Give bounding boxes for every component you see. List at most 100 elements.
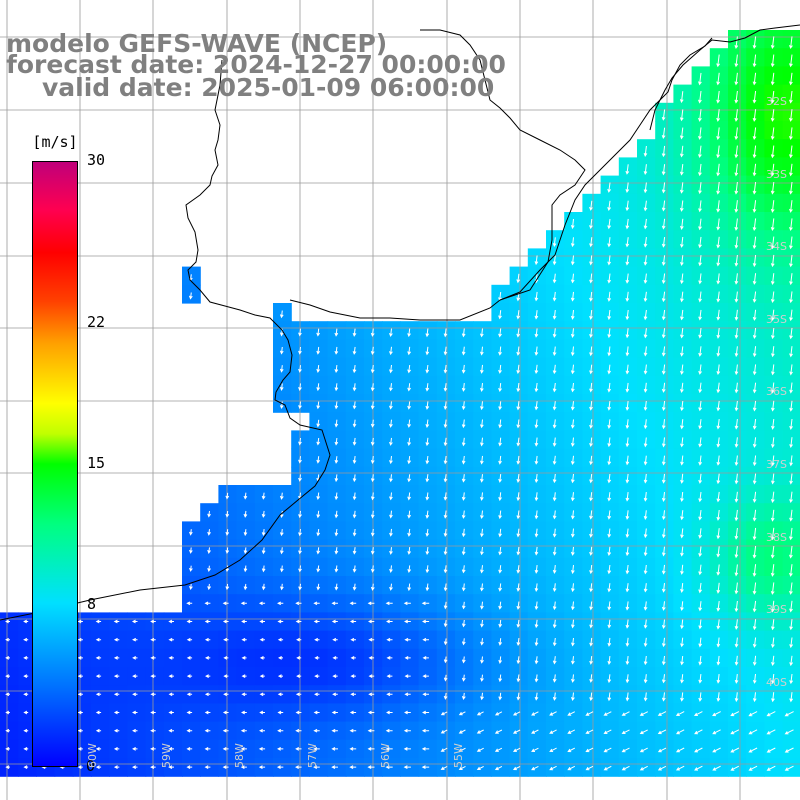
wind-arrow bbox=[313, 601, 320, 606]
wind-arrow bbox=[734, 491, 739, 503]
wind-arrow bbox=[680, 601, 684, 612]
wind-arrow bbox=[498, 364, 502, 374]
wind-arrow bbox=[680, 491, 684, 503]
wind-arrow bbox=[480, 346, 484, 356]
wind-arrow bbox=[752, 54, 757, 68]
wind-arrow bbox=[389, 492, 393, 501]
wind-arrow bbox=[407, 328, 411, 338]
wind-arrow bbox=[370, 510, 375, 519]
wind-arrow bbox=[607, 583, 612, 593]
wind-arrow bbox=[680, 619, 684, 630]
wind-arrow bbox=[331, 765, 338, 769]
wind-arrow bbox=[716, 90, 720, 104]
wind-arrow bbox=[730, 765, 740, 771]
wind-arrow bbox=[480, 565, 484, 574]
wind-arrow bbox=[752, 364, 757, 376]
wind-arrow bbox=[443, 455, 448, 465]
wind-arrow bbox=[23, 674, 29, 678]
wind-arrow bbox=[752, 72, 757, 86]
wind-arrow bbox=[367, 747, 375, 751]
wind-arrow bbox=[716, 382, 721, 394]
wind-arrow bbox=[298, 346, 302, 355]
wind-arrow bbox=[313, 765, 320, 769]
wind-arrow bbox=[498, 619, 503, 628]
wind-arrow bbox=[5, 747, 10, 751]
wind-arrow bbox=[370, 365, 375, 374]
wind-arrow bbox=[132, 765, 138, 769]
wind-arrow bbox=[571, 692, 575, 702]
wind-arrow bbox=[552, 364, 557, 375]
wind-arrow bbox=[734, 564, 739, 577]
wind-arrow bbox=[498, 601, 502, 610]
wind-arrow bbox=[298, 547, 302, 555]
wind-arrow bbox=[716, 163, 720, 177]
wind-arrow bbox=[5, 637, 10, 642]
wind-arrow bbox=[334, 328, 339, 337]
wind-arrow bbox=[552, 492, 557, 502]
wind-arrow bbox=[789, 218, 793, 232]
wind-arrow bbox=[461, 601, 466, 610]
wind-arrow bbox=[23, 692, 29, 697]
wind-arrow bbox=[734, 346, 739, 358]
wind-arrow bbox=[734, 254, 739, 267]
wind-arrow bbox=[480, 601, 484, 610]
wind-arrow bbox=[716, 564, 721, 576]
wind-arrow bbox=[316, 529, 321, 537]
wind-arrow bbox=[589, 637, 593, 647]
wind-arrow bbox=[259, 674, 265, 678]
wind-arrow bbox=[771, 346, 775, 358]
wind-arrow bbox=[422, 619, 430, 624]
wind-arrow bbox=[113, 619, 120, 624]
wind-arrow bbox=[334, 492, 339, 501]
wind-arrow bbox=[625, 473, 630, 484]
wind-arrow bbox=[225, 583, 230, 591]
wind-arrow bbox=[534, 328, 539, 338]
wind-arrow bbox=[680, 255, 684, 267]
wind-arrow bbox=[643, 564, 648, 575]
wind-arrow bbox=[789, 692, 794, 703]
wind-arrow bbox=[296, 656, 302, 660]
wind-arrow bbox=[771, 364, 775, 376]
wind-arrow bbox=[716, 181, 720, 195]
wind-arrow bbox=[498, 419, 502, 429]
wind-arrow bbox=[277, 710, 284, 715]
wind-arrow bbox=[770, 236, 775, 250]
wind-arrow bbox=[425, 492, 430, 501]
wind-arrow bbox=[389, 437, 393, 446]
wind-arrow bbox=[789, 36, 793, 50]
wind-arrow bbox=[276, 765, 284, 769]
wind-arrow bbox=[279, 547, 284, 555]
wind-arrow bbox=[589, 237, 593, 248]
wind-arrow bbox=[186, 674, 193, 678]
wind-arrow bbox=[625, 255, 630, 266]
wind-arrow bbox=[552, 546, 557, 556]
wind-arrow bbox=[770, 90, 775, 104]
wind-arrow bbox=[607, 218, 612, 230]
wind-arrow bbox=[643, 510, 648, 520]
wind-arrow bbox=[243, 510, 248, 518]
wind-arrow bbox=[534, 310, 539, 320]
wind-arrow bbox=[77, 692, 83, 697]
wind-arrow bbox=[512, 729, 521, 734]
colorbar bbox=[32, 161, 78, 767]
wind-arrow bbox=[734, 163, 739, 177]
wind-arrow bbox=[661, 400, 666, 412]
wind-arrow bbox=[770, 145, 775, 159]
wind-arrow bbox=[494, 729, 503, 734]
wind-arrow bbox=[625, 583, 630, 593]
wind-arrow bbox=[657, 747, 667, 753]
wind-arrow bbox=[77, 765, 83, 769]
wind-arrow bbox=[349, 710, 357, 715]
wind-arrow bbox=[625, 273, 630, 284]
wind-arrow bbox=[189, 583, 193, 591]
wind-arrow bbox=[552, 619, 557, 629]
wind-arrow bbox=[534, 638, 539, 647]
wind-arrow bbox=[186, 601, 193, 606]
wind-arrow bbox=[789, 400, 793, 412]
wind-arrow bbox=[680, 473, 684, 484]
wind-arrow bbox=[385, 747, 393, 751]
wind-arrow bbox=[313, 619, 320, 624]
wind-arrow bbox=[734, 218, 739, 231]
wind-arrow bbox=[150, 710, 156, 715]
wind-arrow bbox=[607, 564, 612, 575]
